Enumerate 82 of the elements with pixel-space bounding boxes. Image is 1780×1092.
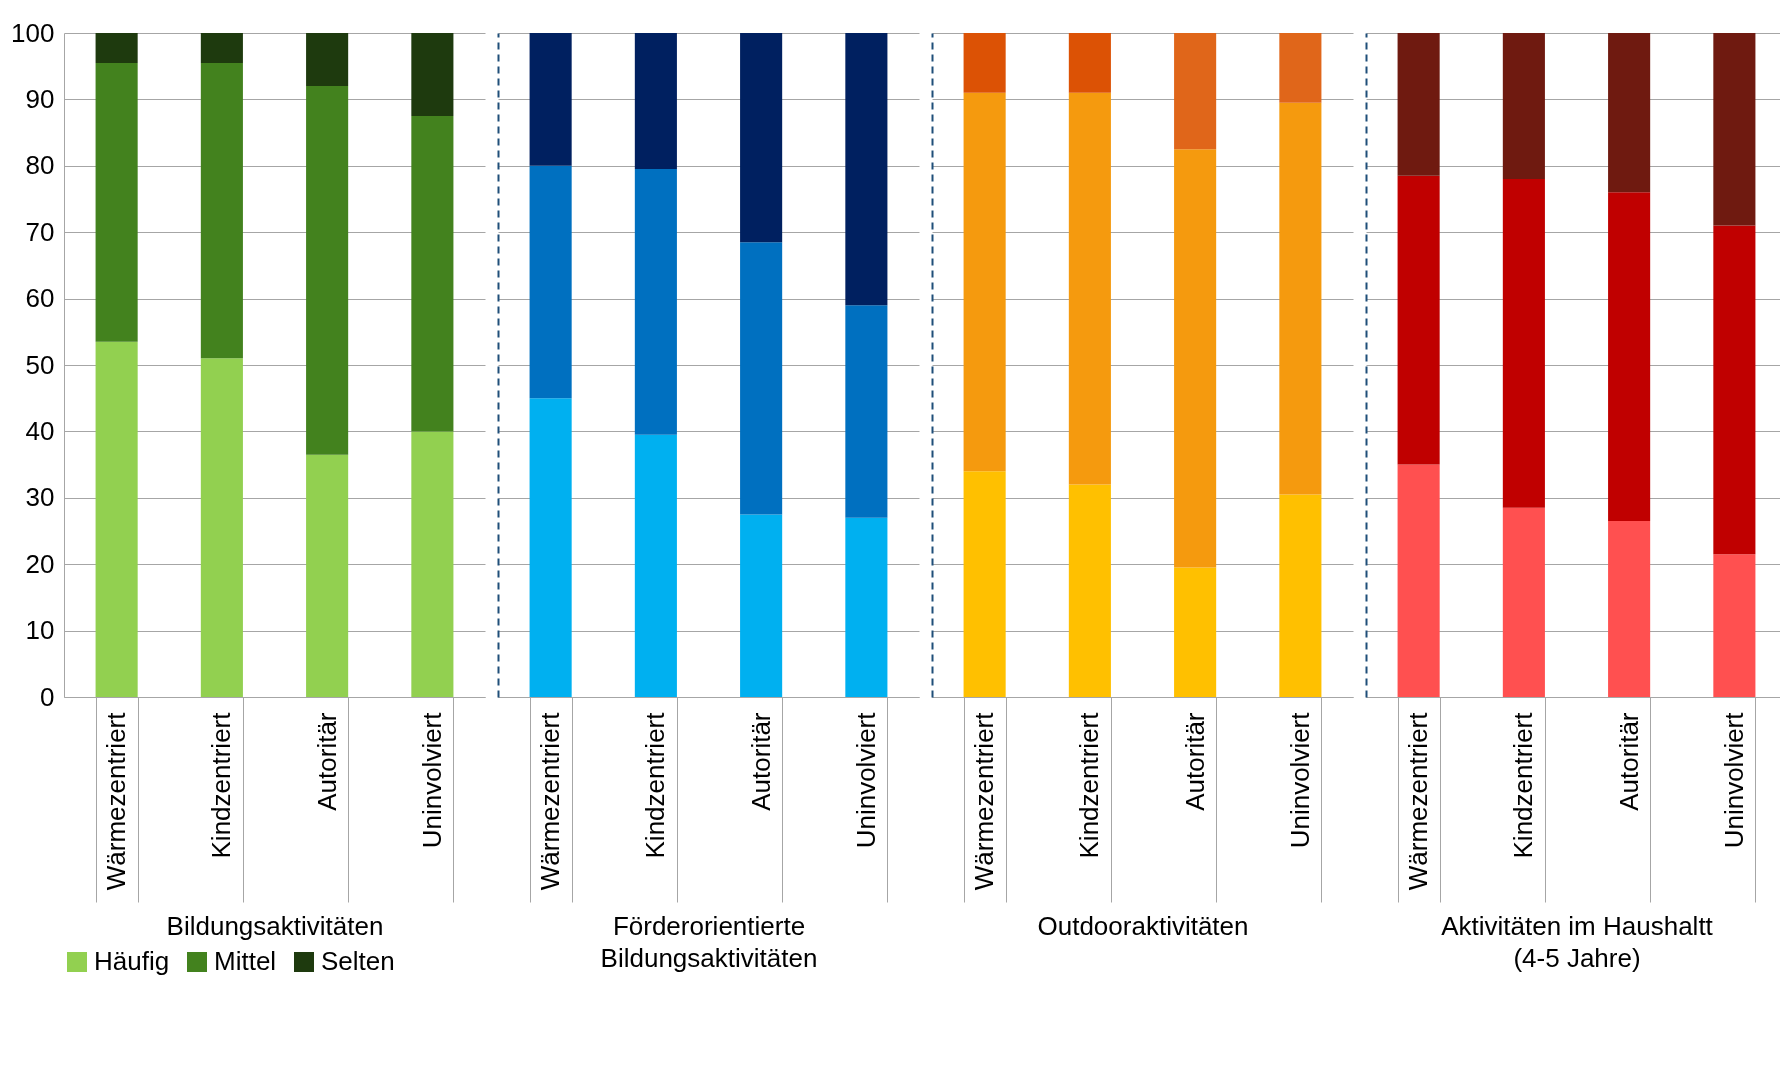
x-axis-title: Aktivitäten im Haushaltt (4-5 Jahre)	[1441, 910, 1714, 973]
bar	[1608, 521, 1651, 697]
bar	[1068, 33, 1111, 93]
bar	[1608, 33, 1651, 193]
bar	[1502, 33, 1545, 180]
x-tick-label: Kindzentriert	[640, 711, 671, 859]
bar	[1397, 464, 1440, 697]
bar	[963, 92, 1006, 472]
legend-label: Häufig	[94, 946, 170, 976]
bar	[1174, 567, 1217, 697]
bar	[411, 431, 454, 697]
bar	[306, 86, 349, 455]
y-tick-label: 100	[11, 17, 55, 48]
bar	[740, 514, 783, 697]
bar	[1174, 33, 1217, 150]
bar	[634, 434, 677, 697]
bar	[1068, 92, 1111, 485]
bar	[95, 62, 138, 342]
x-tick-label: Uninvolviert	[1718, 711, 1749, 849]
bar	[1068, 484, 1111, 697]
bar	[740, 33, 783, 243]
y-tick-label: 30	[25, 482, 55, 513]
bar	[1279, 494, 1322, 697]
x-tick-label: Kindzentriert	[1508, 711, 1539, 859]
x-axis-title: Förderorientierte Bildungsaktivitäten	[600, 910, 818, 973]
bar	[200, 33, 243, 63]
bar	[1502, 507, 1545, 697]
y-tick-label: 40	[25, 415, 55, 446]
x-tick-label: Autoritär	[311, 712, 342, 811]
bar	[1397, 33, 1440, 176]
x-tick-label: Uninvolviert	[1284, 711, 1315, 849]
y-tick-label: 50	[25, 349, 55, 380]
bar	[634, 169, 677, 435]
legend-label: Mittel	[214, 946, 277, 976]
bar	[740, 242, 783, 515]
x-tick-label: Kindzentriert	[1074, 711, 1105, 859]
bar	[306, 454, 349, 697]
bar	[95, 33, 138, 63]
bar	[963, 471, 1006, 697]
bar	[1713, 33, 1756, 226]
y-tick-label: 70	[25, 216, 55, 247]
y-tick-label: 20	[25, 548, 55, 579]
bar	[306, 33, 349, 87]
x-tick-label: Wärmezentriert	[1403, 711, 1434, 891]
bar	[634, 33, 677, 170]
x-tick-label: Autoritär	[1179, 712, 1210, 811]
bar	[200, 358, 243, 697]
y-tick-label: 80	[25, 150, 55, 181]
bar	[963, 33, 1006, 93]
y-tick-label: 10	[25, 615, 55, 646]
bar	[1279, 102, 1322, 495]
bar	[1397, 175, 1440, 465]
x-tick-label: Uninvolviert	[416, 711, 447, 849]
bar	[1713, 554, 1756, 697]
x-tick-label: Autoritär	[745, 712, 776, 811]
y-tick-label: 0	[40, 681, 55, 712]
x-tick-label: Wärmezentriert	[101, 711, 132, 891]
bar	[200, 62, 243, 359]
legend-label: Selten	[321, 946, 395, 976]
bar	[411, 116, 454, 432]
bar	[845, 305, 888, 518]
bar	[95, 341, 138, 697]
x-tick-label: Wärmezentriert	[969, 711, 1000, 891]
bar	[411, 33, 454, 116]
bar	[529, 165, 572, 399]
bar	[845, 517, 888, 697]
y-tick-label: 60	[25, 283, 55, 314]
bar	[1502, 179, 1545, 508]
bar	[1608, 192, 1651, 522]
bar	[529, 33, 572, 166]
x-tick-label: Kindzentriert	[206, 711, 237, 859]
bar	[845, 33, 888, 306]
x-tick-label: Autoritär	[1613, 712, 1644, 811]
bar	[1174, 149, 1217, 568]
x-tick-label: Wärmezentriert	[535, 711, 566, 891]
bar	[529, 398, 572, 697]
x-tick-label: Uninvolviert	[850, 711, 881, 849]
x-axis-title: Outdooraktivitäten	[1037, 910, 1249, 941]
x-axis-title: Bildungsaktivitäten	[166, 910, 384, 941]
y-tick-label: 90	[25, 83, 55, 114]
bar	[1279, 33, 1322, 103]
bar	[1713, 225, 1756, 555]
